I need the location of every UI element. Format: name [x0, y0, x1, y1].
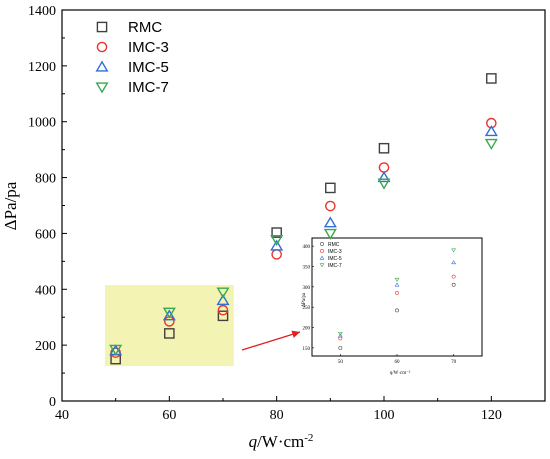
x-tick-label: 40	[55, 408, 69, 423]
inset-legend-marker-imc-7	[319, 263, 325, 268]
data-point-rmc	[217, 310, 229, 322]
y-tick-label: 1000	[28, 116, 56, 131]
data-point-imc-5	[377, 171, 391, 183]
data-point-imc-5	[162, 309, 176, 321]
inset-data-point-imc-3	[451, 274, 456, 279]
inset-data-point-rmc	[395, 308, 399, 313]
inset-legend-label-rmc: RMC	[328, 242, 340, 248]
data-point-rmc	[325, 182, 336, 194]
inset-data-point-imc-5	[337, 333, 343, 338]
data-point-rmc	[271, 227, 282, 238]
inset-y-tick-label: 200	[303, 327, 311, 332]
inset-data-point-imc-5	[394, 282, 400, 287]
inset-x-axis-title: q/W·cm⁻²	[390, 370, 411, 376]
y-tick-label: 0	[49, 395, 56, 410]
y-tick-label: 400	[35, 283, 56, 298]
inset-legend-label-imc-5: IMC-5	[328, 256, 342, 262]
data-point-rmc	[164, 328, 175, 339]
legend-marker-rmc	[96, 21, 108, 33]
x-tick-label: 120	[481, 408, 502, 423]
data-point-imc-7	[162, 307, 176, 319]
legend-label-imc-5: IMC-5	[128, 59, 169, 76]
inset-x-tick-label: 60	[395, 360, 401, 365]
data-point-imc-3	[271, 249, 282, 260]
data-point-imc-5	[484, 125, 498, 137]
legend-marker-imc-5	[95, 60, 109, 72]
y-tick-label: 800	[35, 172, 56, 187]
data-point-imc-7	[270, 234, 284, 247]
inset-data-point-rmc	[338, 345, 343, 350]
inset-data-point-imc-7	[337, 331, 343, 336]
data-point-imc-3	[378, 162, 390, 173]
data-point-rmc	[378, 142, 390, 154]
data-point-imc-5	[216, 294, 230, 306]
y-tick-label: 1400	[28, 4, 56, 19]
y-axis-title: ΔPa/pa	[1, 181, 20, 230]
inset-legend-marker-rmc	[320, 242, 324, 246]
inset-legend-label-imc-7: IMC-7	[328, 263, 342, 269]
legend-label-imc-3: IMC-3	[128, 39, 169, 56]
x-tick-label: 60	[162, 408, 176, 423]
inset-y-axis-title: ΔPa/pa	[302, 292, 307, 307]
inset-legend-label-imc-3: IMC-3	[328, 249, 342, 255]
y-tick-label: 200	[35, 339, 56, 354]
inset-data-point-rmc	[451, 282, 456, 287]
data-point-imc-7	[377, 178, 391, 190]
x-axis-title-exponent: -2	[304, 432, 313, 444]
data-point-imc-5	[270, 239, 284, 251]
legend-label-rmc: RMC	[128, 19, 162, 36]
inset-legend-marker-imc-3	[320, 249, 324, 253]
data-point-imc-7	[323, 228, 337, 240]
inset-data-point-imc-7	[394, 277, 400, 282]
legend-marker-imc-7	[95, 82, 109, 94]
zoom-arrow	[241, 330, 301, 351]
inset-y-tick-label: 300	[303, 286, 311, 291]
inset-y-tick-label: 150	[303, 347, 311, 352]
legend-marker-imc-3	[96, 41, 108, 53]
y-tick-label: 600	[35, 227, 56, 242]
legend: RMC IMC-3 IMC-5 IMC-7	[95, 19, 169, 96]
inset-data-point-imc-3	[395, 291, 399, 295]
x-axis-title: q/W·cm-2	[249, 432, 314, 451]
inset-frame	[311, 237, 483, 357]
inset-data-point-imc-5	[451, 260, 457, 265]
x-tick-label: 80	[270, 408, 284, 423]
inset-y-tick-label: 350	[303, 265, 311, 270]
data-point-imc-7	[109, 344, 123, 356]
data-point-imc-3	[217, 304, 229, 316]
data-marks-layer	[109, 73, 498, 365]
y-tick-label: 1200	[28, 60, 56, 75]
data-point-imc-7	[216, 287, 230, 299]
inset-y-tick-label: 250	[303, 306, 311, 311]
x-tick-label: 100	[374, 408, 395, 423]
inset-y-tick-label: 400	[303, 245, 311, 250]
data-point-rmc	[486, 73, 497, 84]
inset-legend-marker-imc-5	[319, 255, 325, 260]
inset-data-point-imc-7	[451, 248, 457, 253]
data-point-imc-3	[325, 200, 336, 212]
inset-x-tick-label: 50	[338, 360, 344, 365]
inset-x-tick-label: 70	[451, 360, 457, 365]
x-axis-title-unit: /W·cm	[257, 432, 304, 451]
inset-chart: 50 60 70 150 200 250 300 350 400 RMCIMC-3IMC-5IMC…	[241, 237, 483, 365]
x-axis-title-symbol: q	[249, 432, 258, 451]
legend-label-imc-7: IMC-7	[128, 79, 169, 96]
data-point-imc-7	[484, 138, 498, 150]
data-point-imc-5	[323, 216, 337, 228]
